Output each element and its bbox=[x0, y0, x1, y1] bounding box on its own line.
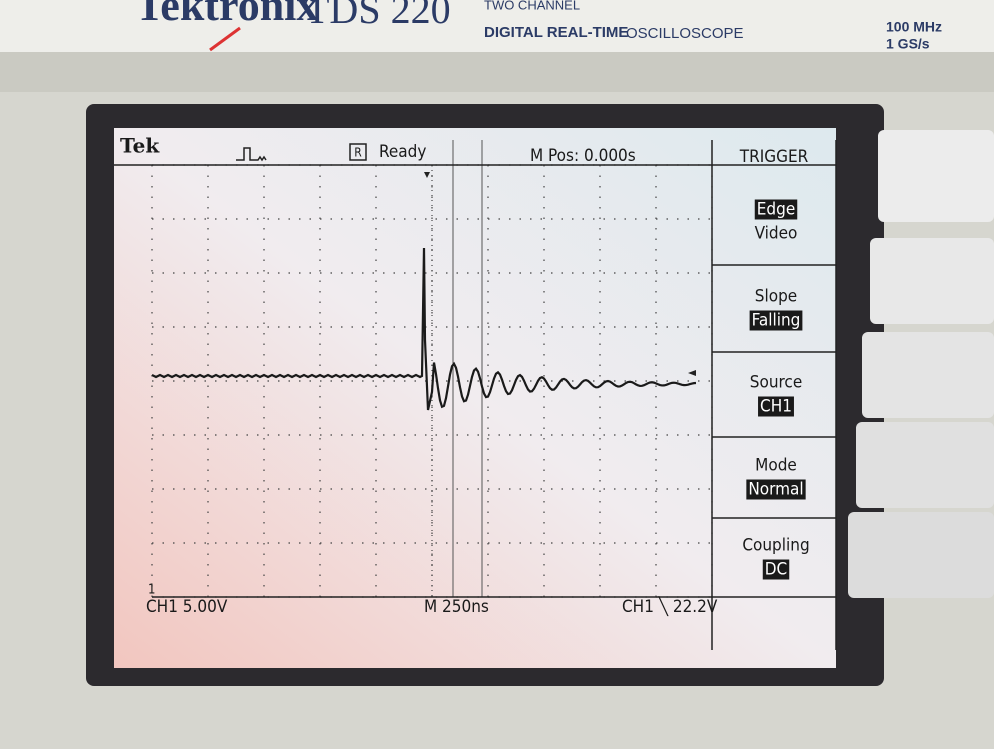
menu-button[interactable] bbox=[862, 332, 994, 418]
menu-label: Mode bbox=[755, 456, 797, 476]
bezel-top bbox=[0, 52, 994, 92]
menu-label: Edge bbox=[757, 200, 796, 220]
menu-sub: Normal bbox=[748, 480, 803, 500]
logo: Tek bbox=[120, 134, 160, 158]
bandwidth: 100 MHz bbox=[886, 19, 942, 35]
timebase: M 250ns bbox=[424, 597, 489, 617]
menu-button[interactable] bbox=[878, 130, 994, 222]
menu-sub: CH1 bbox=[760, 397, 792, 417]
ground-marker: 1 bbox=[148, 583, 155, 598]
status: Ready bbox=[379, 142, 426, 162]
label-line1: TWO CHANNEL bbox=[484, 0, 580, 12]
menu-label: Coupling bbox=[742, 536, 809, 556]
menu-sub: DC bbox=[765, 560, 787, 580]
brand: Tektronix bbox=[135, 0, 318, 30]
menu-label: Slope bbox=[755, 287, 797, 307]
label-line2: DIGITAL REAL-TIME bbox=[484, 24, 628, 41]
trigger-info: CH1 ╲ 22.2V bbox=[622, 596, 718, 617]
lcd bbox=[114, 128, 836, 668]
menu-button[interactable] bbox=[848, 512, 994, 598]
status-icon: R bbox=[354, 146, 362, 160]
menu-title: TRIGGER bbox=[739, 147, 809, 167]
position: M Pos: 0.000s bbox=[530, 146, 636, 166]
menu-sub: Falling bbox=[752, 311, 801, 331]
ch1-scale: CH1 5.00V bbox=[146, 597, 228, 617]
menu-label: Source bbox=[750, 373, 803, 393]
menu-sub: Video bbox=[755, 224, 798, 244]
label-line3: OSCILLOSCOPE bbox=[626, 25, 744, 42]
menu-button[interactable] bbox=[856, 422, 994, 508]
sample-rate: 1 GS/s bbox=[886, 36, 930, 52]
oscilloscope: Tektronix TDS 220 TWO CHANNEL DIGITAL RE… bbox=[0, 0, 994, 749]
menu-button[interactable] bbox=[870, 238, 994, 324]
model: TDS 220 bbox=[305, 0, 451, 32]
